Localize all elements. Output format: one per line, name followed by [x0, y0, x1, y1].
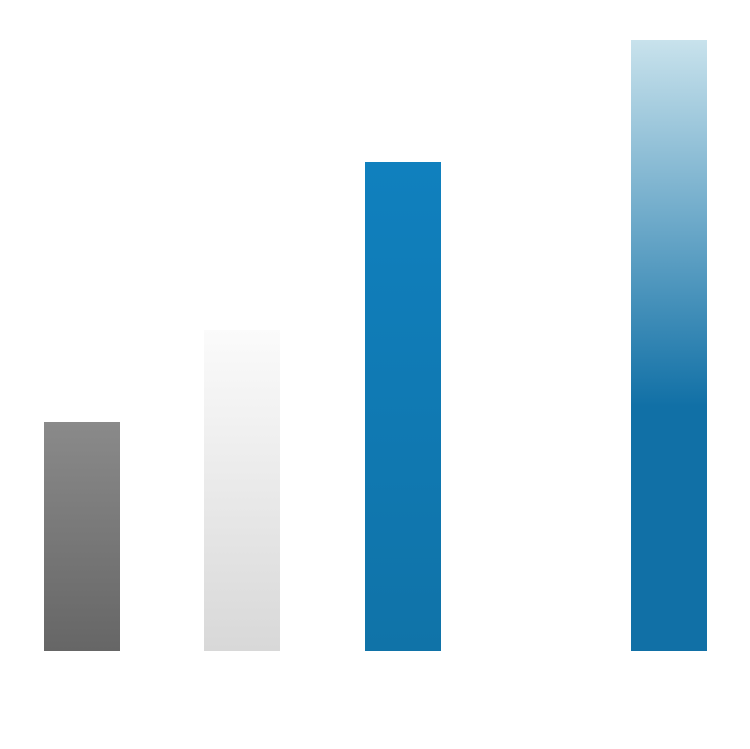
bar	[44, 422, 120, 651]
bar	[631, 40, 707, 651]
bar	[365, 162, 441, 651]
bar	[204, 330, 280, 651]
